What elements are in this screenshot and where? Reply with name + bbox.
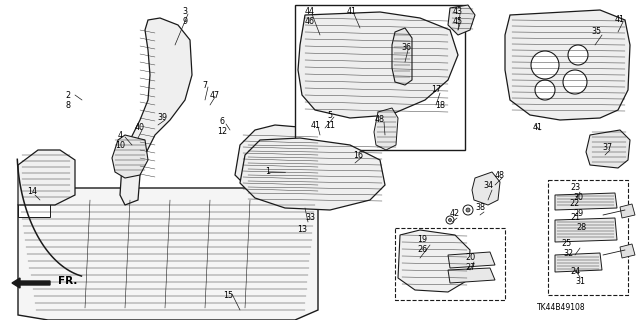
Text: TK44B49108: TK44B49108 (538, 303, 586, 313)
Text: 24: 24 (570, 268, 580, 276)
Text: 3: 3 (182, 7, 188, 17)
Text: 1: 1 (266, 167, 271, 177)
Text: 45: 45 (453, 18, 463, 27)
Text: 8: 8 (65, 101, 70, 110)
Text: 25: 25 (561, 238, 571, 247)
Polygon shape (620, 244, 635, 258)
Text: 41: 41 (615, 15, 625, 25)
Text: 6: 6 (220, 117, 225, 126)
Polygon shape (374, 108, 398, 150)
FancyArrow shape (12, 278, 50, 288)
Text: 32: 32 (563, 249, 573, 258)
Text: 12: 12 (217, 127, 227, 137)
Circle shape (535, 80, 555, 100)
Bar (295, 5, 465, 150)
Polygon shape (586, 130, 630, 168)
Polygon shape (555, 218, 617, 242)
Text: 2: 2 (65, 91, 70, 100)
Polygon shape (112, 135, 148, 178)
Text: 41: 41 (347, 7, 357, 17)
Text: 47: 47 (210, 91, 220, 100)
Text: FR.: FR. (58, 276, 77, 286)
Text: 22: 22 (570, 198, 580, 207)
Polygon shape (120, 18, 192, 205)
Circle shape (568, 45, 588, 65)
Text: 28: 28 (576, 223, 586, 233)
Text: 43: 43 (453, 7, 463, 17)
Text: 19: 19 (417, 236, 427, 244)
Text: 5: 5 (328, 110, 333, 119)
Text: 30: 30 (573, 194, 583, 203)
Polygon shape (18, 150, 75, 205)
Text: 21: 21 (570, 213, 580, 222)
Polygon shape (18, 188, 318, 320)
Text: 26: 26 (417, 245, 427, 254)
Text: 38: 38 (475, 204, 485, 212)
Text: 17: 17 (431, 85, 441, 94)
Text: 20: 20 (465, 253, 475, 262)
Polygon shape (555, 253, 602, 272)
Bar (548, 180, 628, 295)
Polygon shape (298, 12, 458, 118)
Bar (395, 228, 505, 300)
Text: 27: 27 (465, 263, 475, 273)
Text: 41: 41 (533, 124, 543, 132)
Polygon shape (398, 230, 470, 292)
Text: 23: 23 (570, 183, 580, 193)
Bar (18, 195, 50, 217)
Circle shape (563, 70, 587, 94)
Polygon shape (240, 138, 385, 210)
Circle shape (531, 51, 559, 79)
Text: 40: 40 (135, 124, 145, 132)
Polygon shape (555, 193, 617, 210)
Polygon shape (620, 204, 635, 218)
Text: 37: 37 (602, 143, 612, 153)
Polygon shape (472, 172, 500, 205)
Text: 13: 13 (297, 226, 307, 235)
Text: 34: 34 (483, 180, 493, 189)
Text: 39: 39 (157, 114, 167, 123)
Text: 42: 42 (450, 210, 460, 219)
Text: 46: 46 (305, 18, 315, 27)
Text: 16: 16 (353, 150, 363, 159)
Polygon shape (448, 5, 475, 35)
Polygon shape (505, 10, 630, 120)
Polygon shape (235, 125, 330, 195)
Text: 31: 31 (575, 277, 585, 286)
Circle shape (449, 219, 451, 221)
Text: 15: 15 (223, 292, 233, 300)
Text: 36: 36 (401, 44, 411, 52)
Text: 35: 35 (591, 28, 601, 36)
Text: 29: 29 (573, 209, 583, 218)
Polygon shape (448, 268, 495, 283)
Text: 48: 48 (375, 116, 385, 124)
Text: 9: 9 (182, 18, 188, 27)
Polygon shape (392, 28, 412, 85)
Text: 18: 18 (435, 100, 445, 109)
Text: 14: 14 (27, 188, 37, 196)
Circle shape (466, 208, 470, 212)
Text: 7: 7 (202, 81, 207, 90)
Text: 48: 48 (495, 171, 505, 180)
Circle shape (446, 216, 454, 224)
Text: 10: 10 (115, 140, 125, 149)
Text: 44: 44 (305, 7, 315, 17)
Polygon shape (448, 252, 495, 268)
Text: 11: 11 (325, 121, 335, 130)
Text: 33: 33 (305, 213, 315, 222)
Text: 41: 41 (311, 121, 321, 130)
Text: 4: 4 (118, 131, 122, 140)
Circle shape (463, 205, 473, 215)
